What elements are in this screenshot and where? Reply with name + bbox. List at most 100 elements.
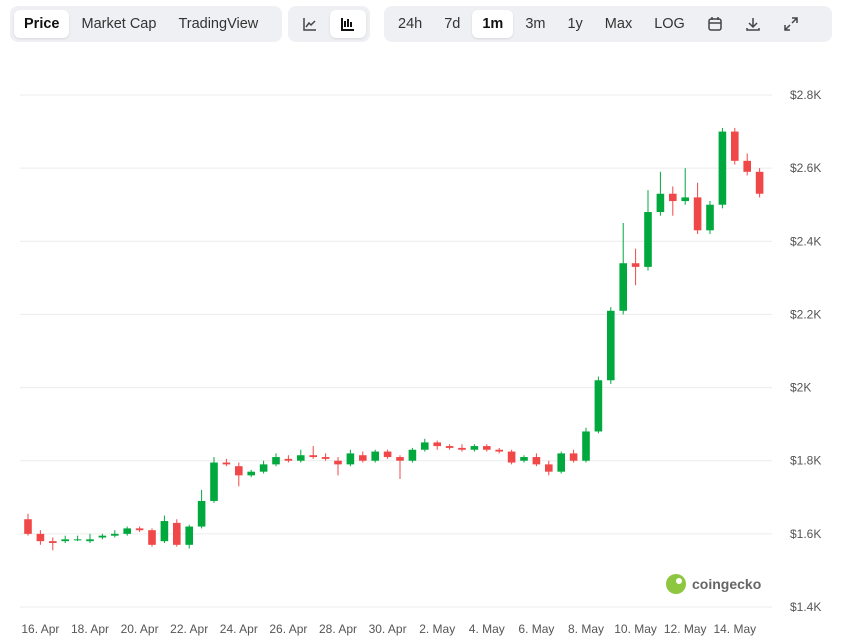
chart-type (288, 6, 370, 42)
candle-body (272, 457, 280, 465)
candle-body (520, 457, 528, 461)
y-tick-label: $2K (790, 381, 811, 395)
candle-body (235, 466, 243, 476)
candle-body (111, 533, 119, 536)
range[interactable]: Max (604, 16, 633, 32)
y-tick-label: $2.4K (790, 234, 821, 248)
candle-body (569, 453, 578, 461)
y-tick-label: $2.2K (790, 307, 821, 321)
candle-body (495, 449, 503, 452)
watermark: coingecko (666, 574, 761, 594)
x-tick-label: 4. May (469, 622, 505, 636)
range[interactable]: LOG (654, 16, 685, 32)
range[interactable]: 1m (472, 10, 514, 38)
candle-body (483, 446, 491, 450)
tab[interactable]: Market Cap (81, 16, 157, 32)
candle-body (371, 451, 379, 461)
range[interactable]: 1y (567, 16, 583, 32)
x-tick-label: 28. Apr (319, 622, 357, 636)
candle-body (61, 539, 69, 542)
candle-body (36, 533, 45, 542)
y-tick-label: $1.8K (790, 454, 821, 468)
candle-body (173, 522, 181, 545)
candle-body (644, 212, 652, 267)
x-tick-label: 2. May (419, 622, 455, 636)
candle-body (86, 539, 94, 542)
candle-body (359, 455, 367, 461)
candle-body (148, 530, 156, 545)
tab[interactable]: Price (14, 10, 70, 38)
candle-body (49, 541, 57, 543)
download-icon[interactable] (735, 10, 771, 38)
x-tick-label: 6. May (518, 622, 554, 636)
x-tick-label: 20. Apr (121, 622, 159, 636)
range-tabs: 24h 7d 1m 3m 1y Max LOG (384, 6, 832, 42)
icon (341, 18, 354, 31)
x-tick-label: 10. May (614, 622, 657, 636)
icon (784, 17, 798, 31)
candle-body (185, 526, 193, 545)
candle-body (470, 446, 479, 450)
candle-body (383, 451, 392, 458)
candle-body (346, 453, 355, 465)
candle-body (545, 464, 553, 472)
line-icon[interactable] (292, 10, 328, 38)
x-tick-label: 24. Apr (220, 622, 258, 636)
candle-body (197, 500, 206, 527)
tab[interactable]: TradingView (178, 16, 259, 32)
candle-body (743, 160, 751, 172)
candle-body (693, 197, 702, 231)
x-tick-label: 26. Apr (269, 622, 307, 636)
expand-icon[interactable] (773, 10, 809, 38)
candle-body (669, 193, 677, 202)
candle-body (607, 310, 615, 381)
icon (708, 17, 722, 31)
candle-body (247, 471, 255, 476)
candle-body (408, 449, 417, 461)
candle-body (334, 460, 342, 465)
y-tick-label: $1.6K (790, 527, 821, 541)
icon (303, 18, 316, 31)
candle-body (421, 442, 429, 450)
candle-body (594, 380, 603, 432)
y-tick-label: $1.4K (790, 600, 821, 614)
candle-body (755, 171, 764, 194)
candle-body (619, 263, 627, 311)
candle-body (433, 442, 441, 447)
range[interactable]: 3m (525, 16, 546, 32)
watermark-text: coingecko (692, 576, 761, 592)
view-tabs: Price Market Cap TradingView (10, 6, 282, 42)
calendar-icon[interactable] (697, 10, 733, 38)
candle-icon[interactable] (330, 10, 366, 38)
candle-body (222, 462, 231, 465)
candle-body (445, 446, 454, 448)
candle-body (656, 193, 665, 213)
range[interactable]: 7d (444, 16, 461, 32)
candle-body (396, 457, 404, 461)
x-tick-label: 8. May (568, 622, 604, 636)
candle-body (507, 451, 516, 463)
candle-body (706, 204, 714, 231)
candle-body (284, 458, 293, 461)
x-tick-label: 14. May (713, 622, 756, 636)
icon (746, 18, 760, 31)
x-tick-label: 16. Apr (21, 622, 59, 636)
candle-body (135, 528, 144, 531)
candle-body (321, 457, 330, 459)
candle-body (681, 197, 689, 202)
range[interactable]: 24h (398, 16, 423, 32)
candle-body (309, 455, 317, 458)
y-tick-label: $2.6K (790, 161, 821, 175)
y-tick-label: $2.8K (790, 88, 821, 102)
candle-body (532, 457, 541, 465)
candle-body (210, 462, 218, 501)
x-tick-label: 12. May (664, 622, 707, 636)
x-tick-label: 22. Apr (170, 622, 208, 636)
candle-body (73, 539, 82, 541)
candle-body (259, 464, 268, 472)
candle-body (631, 263, 640, 267)
candle-body (731, 131, 739, 161)
candle-body (160, 521, 169, 542)
candle-body (123, 528, 131, 534)
